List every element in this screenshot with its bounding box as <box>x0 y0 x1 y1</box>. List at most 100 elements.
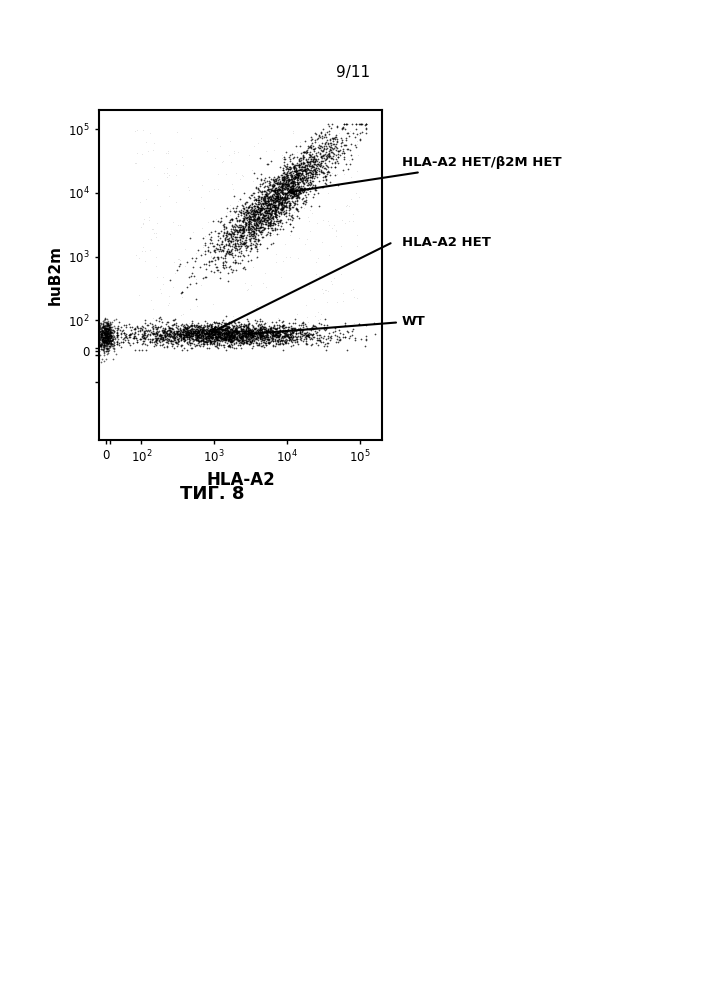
Point <box>276 182 288 198</box>
Point <box>170 332 181 348</box>
Point <box>254 224 265 240</box>
Point <box>199 334 210 350</box>
Point <box>95 317 106 333</box>
Point <box>240 327 252 343</box>
Point <box>226 221 237 237</box>
Point <box>305 140 317 156</box>
Point <box>274 181 285 197</box>
Point <box>194 326 206 342</box>
Point <box>265 320 276 336</box>
Point <box>240 321 252 337</box>
Point <box>291 189 303 205</box>
Point <box>195 327 206 343</box>
Point <box>255 327 266 343</box>
Point <box>151 332 162 348</box>
Point <box>237 327 248 343</box>
Point <box>270 188 281 204</box>
Point <box>284 183 296 199</box>
Point <box>192 322 204 338</box>
Point <box>200 321 211 337</box>
Point <box>277 172 288 188</box>
Point <box>164 326 175 342</box>
Point <box>298 182 309 198</box>
Point <box>195 324 206 340</box>
Point <box>252 325 263 341</box>
Point <box>98 330 110 346</box>
Point <box>306 179 317 195</box>
Point <box>273 178 284 194</box>
Point <box>284 176 295 192</box>
Point <box>271 321 282 337</box>
Point <box>231 223 243 239</box>
Point <box>319 317 330 333</box>
Point <box>102 318 113 334</box>
Point <box>269 216 281 232</box>
Point <box>308 141 320 157</box>
Point <box>285 153 296 169</box>
Point <box>334 331 346 347</box>
Point <box>188 323 199 339</box>
Point <box>97 334 108 350</box>
Point <box>277 313 288 329</box>
Point <box>201 319 213 335</box>
Point <box>177 330 189 346</box>
Point <box>248 213 259 229</box>
Point <box>295 156 306 172</box>
Point <box>92 326 103 342</box>
Point <box>220 237 231 253</box>
Point <box>276 196 288 212</box>
Point <box>269 205 281 221</box>
Point <box>102 332 113 348</box>
Point <box>315 311 326 327</box>
Point <box>276 318 288 334</box>
Point <box>247 211 259 227</box>
Point <box>279 157 290 173</box>
Point <box>134 287 145 303</box>
Point <box>278 324 289 340</box>
Point <box>254 183 265 199</box>
Point <box>295 155 306 171</box>
Point <box>278 190 289 206</box>
Point <box>245 240 257 256</box>
Point <box>325 329 336 345</box>
Point <box>274 181 285 197</box>
Point <box>214 324 225 340</box>
Point <box>97 323 108 339</box>
Point <box>271 170 283 186</box>
Point <box>294 157 305 173</box>
Point <box>108 318 119 334</box>
Point <box>141 327 153 343</box>
Point <box>316 157 327 173</box>
Point <box>149 330 160 346</box>
Point <box>271 190 283 206</box>
Point <box>204 334 216 350</box>
Point <box>247 226 259 242</box>
Point <box>245 322 256 338</box>
Point <box>185 268 197 284</box>
Point <box>262 202 274 218</box>
Point <box>102 316 113 332</box>
Point <box>234 217 245 233</box>
Point <box>240 232 251 248</box>
Point <box>165 327 177 343</box>
Point <box>319 169 330 185</box>
Point <box>285 182 296 198</box>
Point <box>338 162 349 178</box>
Point <box>151 335 163 351</box>
Point <box>274 326 286 342</box>
Point <box>163 320 175 336</box>
Point <box>285 190 296 206</box>
Point <box>209 315 221 331</box>
Point <box>172 324 183 340</box>
Point <box>168 330 179 346</box>
Point <box>246 329 257 345</box>
Point <box>103 343 114 359</box>
Point <box>242 220 253 236</box>
Point <box>201 323 212 339</box>
Point <box>332 331 343 347</box>
Point <box>338 145 349 161</box>
Point <box>263 177 274 193</box>
Point <box>177 306 189 322</box>
Point <box>288 163 300 179</box>
Point <box>347 281 358 297</box>
